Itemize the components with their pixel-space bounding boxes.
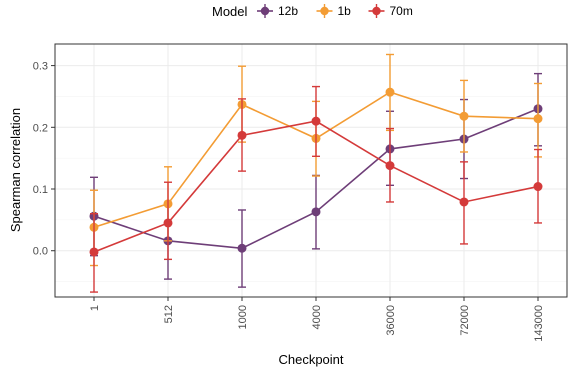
x-tick-label: 512	[163, 305, 175, 323]
data-point	[311, 116, 321, 126]
data-point	[459, 197, 469, 207]
series-layer	[89, 53, 543, 293]
data-point	[89, 247, 99, 257]
legend-item-70m: 70m	[368, 4, 413, 18]
plot-panel	[54, 43, 568, 298]
legend-items: 12b 1b 70m	[257, 4, 413, 18]
y-axis-title: Spearman correlation	[8, 108, 23, 232]
data-point	[459, 111, 469, 121]
legend-item-12b: 12b	[257, 4, 298, 18]
data-point	[533, 182, 543, 192]
panel-background	[55, 44, 567, 297]
x-tick-label: 143000	[533, 305, 545, 342]
x-tick-label: 72000	[459, 305, 471, 336]
x-axis: 1 512 1000 4000 36000 72000 143000	[89, 297, 545, 342]
data-point	[533, 114, 543, 124]
grid	[55, 44, 567, 297]
data-point	[385, 87, 395, 97]
y-tick-label: 0.2	[33, 122, 48, 134]
series-70m	[89, 85, 543, 293]
x-axis-title: Checkpoint	[278, 352, 343, 367]
legend-title: Model	[212, 4, 248, 19]
legend: Model 12b 1b 70m	[212, 4, 413, 19]
x-tick-label: 1000	[237, 305, 249, 329]
data-point	[311, 207, 321, 217]
x-tick-label: 36000	[385, 305, 397, 336]
x-tick-label: 1	[89, 305, 101, 311]
data-point	[385, 161, 395, 171]
y-tick-label: 0.0	[33, 246, 48, 258]
y-tick-label: 0.3	[33, 61, 48, 73]
legend-label: 12b	[278, 4, 298, 18]
y-axis: 0.0 0.1 0.2 0.3	[33, 61, 55, 258]
legend-label: 70m	[390, 4, 413, 18]
data-point	[163, 218, 173, 228]
legend-key-point	[372, 6, 381, 16]
legend-key-point	[260, 6, 270, 16]
legend-label: 1b	[338, 4, 352, 18]
y-tick-label: 0.1	[33, 184, 48, 196]
legend-key-point	[320, 6, 329, 16]
data-point	[237, 130, 247, 140]
legend-item-1b: 1b	[316, 4, 352, 18]
x-tick-label: 4000	[311, 305, 323, 329]
panel-border	[54, 43, 568, 298]
data-point	[237, 243, 247, 253]
